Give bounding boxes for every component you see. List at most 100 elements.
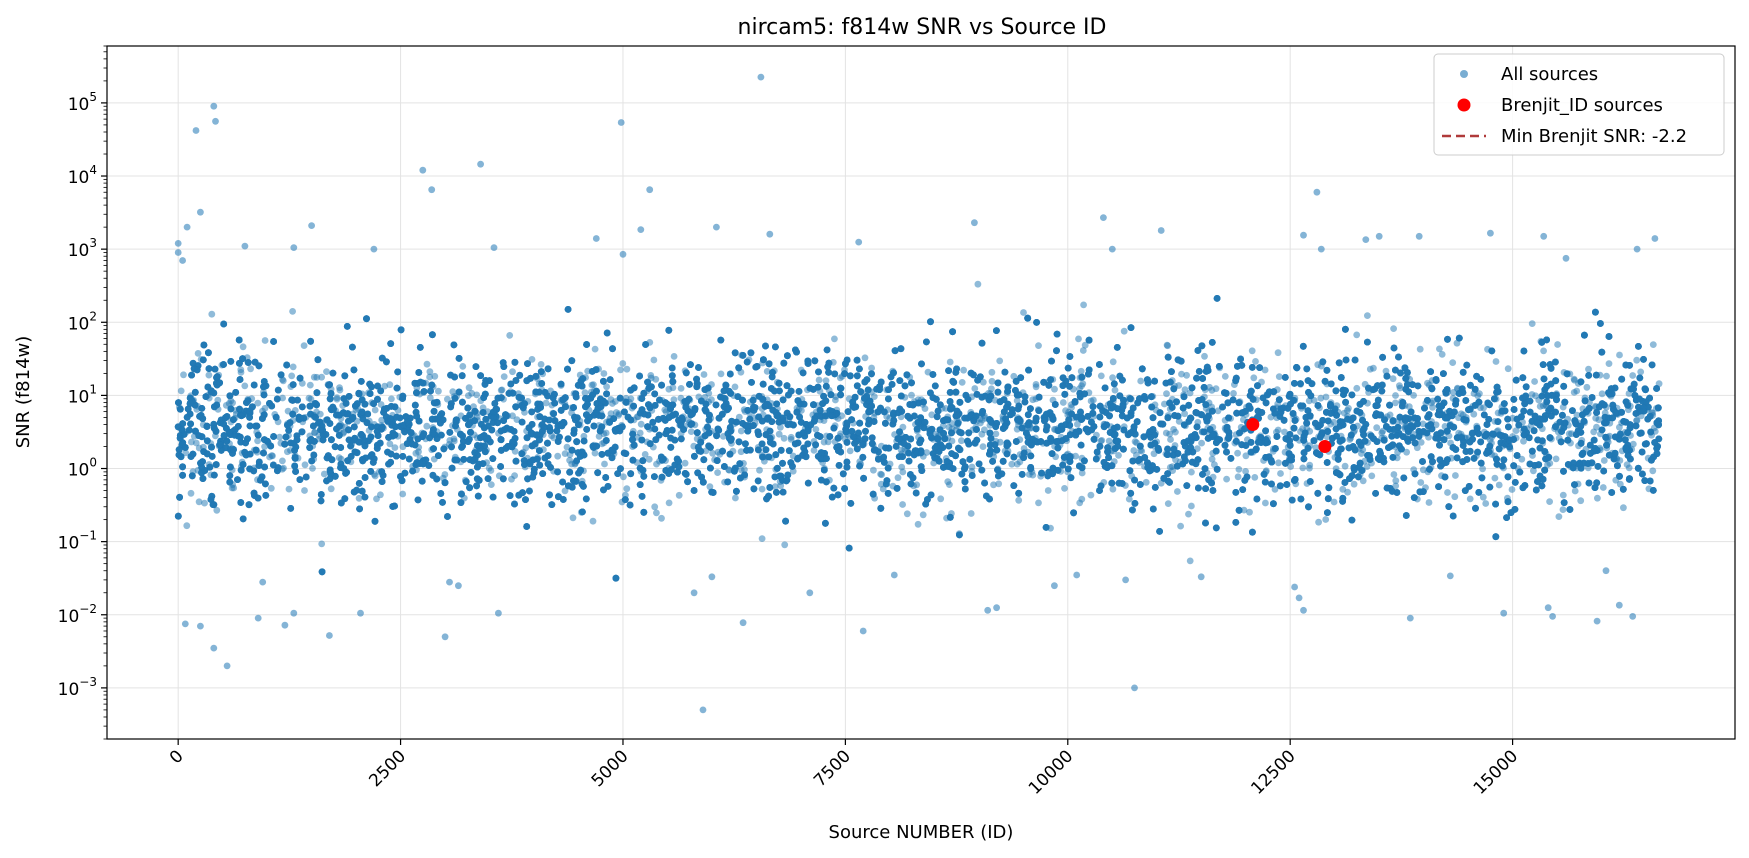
data-point — [247, 365, 255, 373]
data-point — [423, 422, 431, 430]
data-point — [1350, 480, 1358, 488]
data-point — [313, 408, 320, 416]
data-point — [500, 373, 508, 380]
data-point — [1275, 459, 1282, 467]
data-point — [1120, 327, 1128, 335]
data-point — [239, 343, 247, 351]
data-point — [609, 400, 616, 407]
data-point — [241, 382, 249, 390]
data-point — [1271, 486, 1279, 493]
data-point — [1512, 427, 1520, 434]
data-point — [612, 409, 620, 416]
data-point — [229, 399, 237, 407]
data-point — [990, 481, 997, 489]
data-point — [1305, 397, 1313, 405]
data-point — [569, 514, 577, 522]
data-point — [665, 499, 673, 507]
data-point — [318, 540, 326, 548]
data-point — [528, 356, 536, 363]
data-point — [903, 510, 911, 518]
data-point — [824, 438, 832, 446]
data-point — [1353, 331, 1361, 339]
data-point — [681, 459, 689, 467]
data-point — [1261, 366, 1269, 374]
data-point — [333, 395, 341, 403]
data-point — [1341, 462, 1349, 470]
data-point — [1633, 416, 1641, 424]
data-point — [1649, 341, 1657, 348]
data-point — [1495, 481, 1503, 489]
data-point — [318, 373, 325, 381]
data-point — [301, 487, 308, 494]
data-point — [1175, 418, 1183, 425]
data-point — [459, 363, 467, 370]
data-point — [677, 385, 685, 392]
data-point — [289, 308, 296, 315]
data-point — [1453, 339, 1461, 347]
data-point — [1552, 455, 1560, 463]
data-point — [1585, 365, 1592, 373]
data-point — [1242, 452, 1250, 460]
data-point — [1251, 474, 1259, 481]
data-point — [787, 433, 795, 441]
data-point — [758, 485, 766, 493]
data-point — [1637, 368, 1645, 376]
data-point — [566, 456, 573, 464]
data-point — [309, 465, 316, 472]
data-point — [1059, 399, 1067, 406]
data-point — [426, 373, 433, 381]
data-point — [971, 385, 979, 392]
data-point — [1417, 439, 1425, 446]
data-point — [479, 404, 487, 412]
data-point — [1330, 418, 1338, 426]
data-point — [737, 427, 745, 435]
data-point — [1322, 393, 1330, 401]
data-point — [831, 335, 838, 343]
data-point — [1020, 309, 1027, 316]
data-point — [1142, 478, 1150, 486]
chart-title: nircam5: f814w SNR vs Source ID — [738, 15, 1107, 40]
data-point — [1248, 347, 1256, 355]
data-point — [435, 387, 442, 395]
data-point — [601, 460, 608, 468]
data-point — [781, 541, 789, 549]
data-point — [1287, 463, 1294, 470]
data-point — [336, 386, 344, 394]
data-point — [1370, 364, 1377, 372]
data-point — [870, 466, 877, 474]
data-point — [280, 464, 287, 472]
data-point — [1315, 518, 1322, 526]
data-point — [675, 491, 683, 499]
data-point — [1161, 400, 1168, 408]
data-point — [1035, 499, 1042, 507]
data-point — [979, 378, 987, 386]
data-point — [388, 395, 395, 403]
data-point — [386, 381, 394, 389]
data-point — [995, 480, 1003, 488]
data-point — [1616, 351, 1623, 359]
data-point — [665, 385, 673, 393]
data-point — [1198, 439, 1205, 447]
data-point — [183, 522, 191, 530]
data-point — [687, 428, 695, 435]
data-point — [306, 381, 314, 389]
data-point — [399, 490, 407, 498]
data-point — [487, 481, 495, 488]
data-point — [979, 443, 987, 450]
data-point — [1131, 438, 1139, 445]
data-point — [1450, 389, 1457, 396]
data-point — [426, 394, 434, 402]
data-point — [1250, 374, 1258, 382]
data-point — [237, 366, 245, 374]
data-point — [1594, 494, 1601, 502]
data-point — [1051, 385, 1058, 393]
data-point — [1035, 342, 1042, 349]
data-point — [1317, 394, 1325, 402]
data-point — [230, 484, 238, 492]
data-point — [182, 449, 190, 457]
data-point — [1174, 488, 1181, 495]
data-point — [637, 420, 645, 428]
data-point — [1565, 430, 1573, 438]
data-point — [1061, 485, 1068, 492]
data-point — [1570, 389, 1578, 396]
